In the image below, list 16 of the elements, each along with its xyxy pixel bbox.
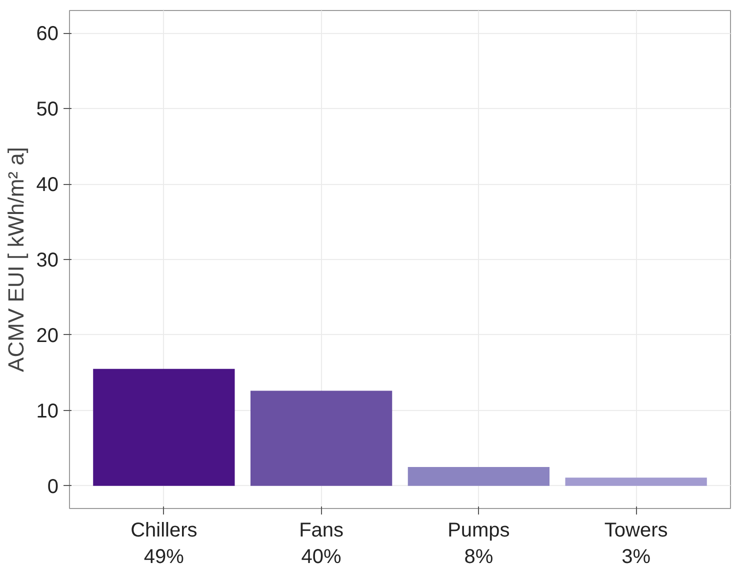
x-tick-label: Towers 3% bbox=[604, 520, 668, 568]
bar bbox=[565, 478, 707, 486]
x-tick-label: Pumps 8% bbox=[448, 520, 510, 568]
y-tick-label: 20 bbox=[36, 324, 59, 347]
bar bbox=[408, 467, 550, 486]
y-tick-label: 0 bbox=[47, 476, 58, 498]
bar bbox=[93, 368, 235, 486]
x-tick-label: Fans 40% bbox=[299, 520, 344, 568]
y-axis-title: ACMV EUI [ kWh/m² a] bbox=[3, 147, 28, 372]
x-tick-label: Chillers 49% bbox=[130, 520, 198, 568]
y-tick-label: 50 bbox=[36, 98, 59, 121]
y-tick-label: 40 bbox=[36, 174, 59, 196]
y-tick-label: 10 bbox=[36, 400, 59, 422]
y-tick-label: 60 bbox=[36, 23, 59, 46]
y-tick-label: 30 bbox=[36, 250, 59, 272]
bar bbox=[250, 390, 392, 486]
